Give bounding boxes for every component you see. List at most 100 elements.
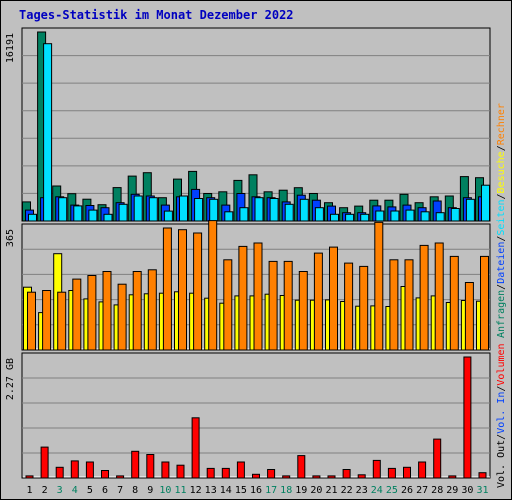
bar-volumen-day-29 [448,475,457,479]
bar-seiten-day-13 [209,198,219,222]
bar-volumen-day-10 [161,461,170,479]
bar-rechner-day-19 [298,271,308,351]
legend-part: Vol. Out [496,440,507,488]
y-max-label-volume: 2.27 GB [5,358,16,400]
bar-volumen-day-6 [101,470,109,479]
bar-volumen-day-11 [176,464,185,479]
x-tick-label: 27 [416,485,428,496]
bar-volumen-day-23 [357,474,366,479]
x-tick-label: 4 [72,485,78,496]
bar-volumen-day-21 [327,475,336,479]
x-tick-label: 9 [147,485,153,496]
bar-seiten-day-17 [269,198,279,222]
legend-part: Vol. In [496,392,507,434]
x-tick-label: 10 [159,485,171,496]
bar-volumen-day-22 [342,469,351,479]
legend-panel1: Anfragen/Dateien/Seiten/Besuche/Rechner [496,103,507,338]
bar-seiten-day-2 [43,43,53,222]
legend-part: Rechner [496,103,507,145]
bar-rechner-day-18 [283,260,293,351]
bar-rechner-day-24 [374,221,384,351]
legend-part: / [496,193,507,199]
bar-rechner-day-13 [208,220,218,351]
x-tick-label: 16 [250,485,262,496]
bar-rechner-day-15 [238,245,248,351]
x-tick-label: 3 [57,485,63,496]
x-tick-label: 6 [102,485,108,496]
bar-seiten-day-6 [103,213,113,222]
x-tick-label: 19 [295,485,307,496]
bar-volumen-day-5 [85,461,94,479]
bar-volumen-day-3 [55,466,64,479]
legend-part: Anfragen [496,290,507,338]
bar-volumen-day-12 [191,417,200,479]
x-tick-label: 13 [205,485,217,496]
bar-rechner-day-9 [147,269,157,351]
legend-part: Seiten [496,199,507,235]
bar-seiten-day-9 [148,197,158,222]
bar-volumen-day-8 [131,450,140,479]
legend-part: / [496,284,507,290]
x-tick-label: 22 [341,485,353,496]
bar-rechner-day-27 [419,244,429,351]
bar-seiten-day-18 [284,203,294,222]
bar-seiten-day-10 [163,210,173,222]
y-max-label-requests: 16191 [5,33,16,63]
bar-rechner-day-21 [329,246,338,351]
bar-rechner-day-25 [389,259,399,351]
bar-seiten-day-8 [133,195,143,222]
x-tick-label: 2 [42,485,48,496]
x-tick-label: 24 [371,485,383,496]
bar-volumen-day-18 [282,475,291,479]
x-tick-label: 23 [356,485,368,496]
bar-seiten-day-30 [465,198,475,222]
bar-rechner-day-6 [102,271,112,351]
bar-volumen-day-19 [297,455,306,479]
bar-seiten-day-16 [254,197,264,222]
bar-volumen-day-13 [206,467,215,479]
bar-volumen-day-17 [267,469,276,479]
bar-rechner-day-16 [253,242,263,351]
x-tick-label: 25 [386,485,398,496]
bar-rechner-day-8 [132,271,142,351]
legend-part: / [496,434,507,440]
bar-volumen-day-28 [433,438,442,479]
legend-part: Dateien [496,242,507,284]
bar-rechner-day-12 [193,232,203,351]
bar-volumen-day-27 [418,461,427,479]
bar-seiten-day-7 [118,203,128,222]
bar-rechner-day-30 [464,282,474,351]
bar-seiten-day-27 [420,211,430,222]
x-tick-label: 1 [26,485,32,496]
bar-volumen-day-2 [40,446,49,479]
x-tick-label: 14 [220,485,232,496]
bar-rechner-day-31 [480,255,489,351]
bar-seiten-day-21 [330,213,339,222]
x-tick-label: 17 [265,485,277,496]
y-max-label-visits: 365 [5,229,16,247]
legend-part: Volumen [496,343,507,385]
bar-volumen-day-31 [478,472,487,479]
legend-panel3: Vol. Out/Vol. In/Volumen [496,343,507,488]
bar-volumen-day-15 [236,461,245,479]
bar-rechner-day-11 [178,229,187,351]
bar-seiten-day-19 [299,198,309,222]
legend-part: Besuche [496,151,507,193]
bar-rechner-day-4 [72,278,82,351]
chart-title: Tages-Statistik im Monat Dezember 2022 [19,8,294,22]
x-tick-label: 5 [87,485,93,496]
bar-seiten-day-31 [481,184,490,222]
bar-rechner-day-5 [87,275,97,351]
x-tick-label: 29 [446,485,458,496]
bar-rechner-day-10 [162,227,172,351]
bar-rechner-day-20 [313,252,323,351]
bar-seiten-day-4 [73,205,83,222]
x-tick-label: 26 [401,485,413,496]
x-tick-label: 11 [174,485,186,496]
bar-rechner-day-29 [449,255,459,351]
bar-rechner-day-3 [57,291,67,351]
bar-volumen-day-25 [387,467,396,479]
bar-rechner-day-1 [27,291,36,351]
